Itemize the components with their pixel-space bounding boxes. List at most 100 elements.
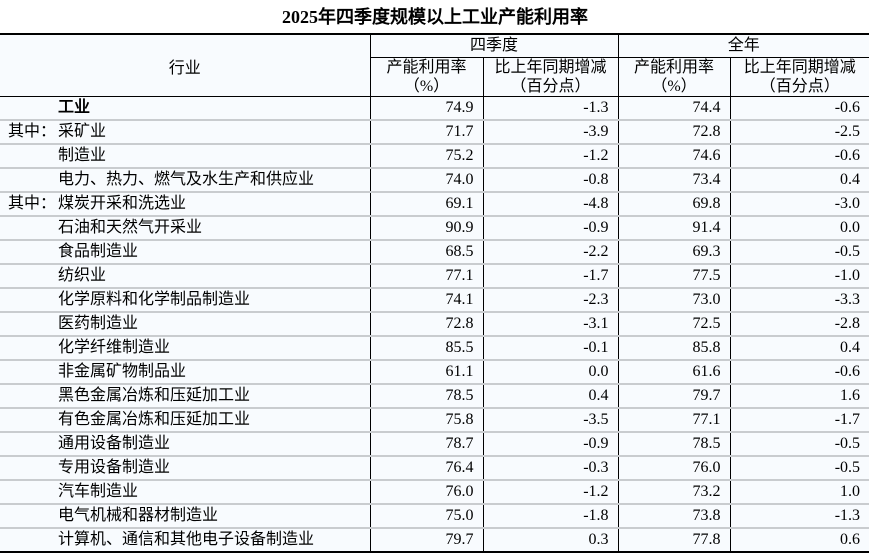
industry-name: 石油和天然气开采业	[58, 219, 203, 236]
q4-change-cell: -0.8	[482, 168, 619, 193]
fy-change-cell: -2.5	[729, 120, 870, 145]
header-q4-rate-line2: （%）	[403, 78, 450, 95]
industry-cell: 石油和天然气开采业	[0, 216, 370, 241]
industry-name: 制造业	[58, 147, 107, 164]
q4-rate-cell: 79.7	[369, 528, 483, 552]
industry-cell: 非金属矿物制品业	[0, 360, 370, 385]
header-q4-change-line2: （百分点）	[510, 78, 591, 95]
q4-rate-cell: 68.5	[369, 240, 483, 265]
q4-rate-cell: 75.0	[369, 504, 483, 529]
q4-rate-cell: 72.8	[369, 312, 483, 337]
industry-cell: 电力、热力、燃气及水生产和供应业	[0, 168, 370, 193]
q4-change-cell: 0.0	[482, 360, 619, 385]
fy-change-cell: 1.0	[729, 480, 870, 505]
q4-rate-cell: 76.0	[369, 480, 483, 505]
header-fy-rate-line1: 产能利用率	[634, 59, 715, 76]
industry-name: 煤炭开采和洗选业	[58, 195, 187, 212]
header-q4-rate: 产能利用率 （%）	[369, 57, 483, 97]
fy-change-cell: -1.7	[729, 408, 870, 433]
q4-rate-cell: 78.5	[369, 384, 483, 409]
fy-rate-cell: 73.2	[617, 480, 731, 505]
fy-rate-cell: 74.6	[617, 144, 731, 169]
table-row: 石油和天然气开采业 90.9 -0.9 91.4 0.0	[0, 216, 870, 241]
industry-name: 专用设备制造业	[58, 459, 171, 476]
q4-change-cell: -0.3	[482, 456, 619, 481]
industry-cell: 黑色金属冶炼和压延加工业	[0, 384, 370, 409]
q4-change-cell: -3.9	[482, 120, 619, 145]
industry-name: 黑色金属冶炼和压延加工业	[58, 387, 251, 404]
industry-name: 计算机、通信和其他电子设备制造业	[58, 531, 315, 548]
fy-change-cell: -0.5	[729, 456, 870, 481]
fy-change-cell: -1.3	[729, 504, 870, 529]
q4-rate-cell: 74.0	[369, 168, 483, 193]
page-title: 2025年四季度规模以上工业产能利用率	[282, 7, 588, 27]
fy-rate-cell: 73.4	[617, 168, 731, 193]
industry-cell: 电气机械和器材制造业	[0, 504, 370, 529]
fy-rate-cell: 61.6	[617, 360, 731, 385]
q4-rate-cell: 90.9	[369, 216, 483, 241]
table-row: 汽车制造业 76.0 -1.2 73.2 1.0	[0, 480, 870, 505]
industry-name: 汽车制造业	[58, 483, 139, 500]
industry-name: 化学纤维制造业	[58, 339, 171, 356]
industry-cell: 计算机、通信和其他电子设备制造业	[0, 528, 370, 552]
table-row: 非金属矿物制品业 61.1 0.0 61.6 -0.6	[0, 360, 870, 385]
fy-change-cell: -0.6	[729, 96, 870, 121]
industry-name: 有色金属冶炼和压延加工业	[58, 411, 251, 428]
industry-name: 食品制造业	[58, 243, 139, 260]
industry-name: 采矿业	[58, 123, 107, 140]
q4-change-cell: -3.1	[482, 312, 619, 337]
header-q4-change: 比上年同期增减 （百分点）	[482, 57, 619, 97]
table-row: 化学纤维制造业 85.5 -0.1 85.8 0.4	[0, 336, 870, 361]
fy-rate-cell: 79.7	[617, 384, 731, 409]
q4-change-cell: -0.1	[482, 336, 619, 361]
table-row: 专用设备制造业 76.4 -0.3 76.0 -0.5	[0, 456, 870, 481]
industry-cell: 制造业	[0, 144, 370, 169]
industry-cell: 纺织业	[0, 264, 370, 289]
q4-rate-cell: 78.7	[369, 432, 483, 457]
fy-rate-cell: 77.8	[617, 528, 731, 552]
q4-change-cell: -0.9	[482, 432, 619, 457]
header-q4-change-line1: 比上年同期增减	[494, 59, 607, 76]
q4-change-cell: -3.5	[482, 408, 619, 433]
header-fy-change-line1: 比上年同期增减	[743, 59, 856, 76]
table-header: 行业 四季度 全年 产能利用率 （%） 比上年同期增减 （百分点） 产能利用率 …	[0, 34, 870, 97]
q4-change-cell: -1.8	[482, 504, 619, 529]
fy-rate-cell: 78.5	[617, 432, 731, 457]
industry-cell: 其中： 采矿业	[0, 120, 370, 145]
industry-cell: 有色金属冶炼和压延加工业	[0, 408, 370, 433]
table-row: 计算机、通信和其他电子设备制造业 79.7 0.3 77.8 0.6	[0, 528, 870, 552]
fy-rate-cell: 69.3	[617, 240, 731, 265]
industry-name: 纺织业	[58, 267, 107, 284]
header-fy-change-line2: （百分点）	[759, 78, 840, 95]
industry-cell: 工业	[0, 96, 370, 121]
industry-name: 非金属矿物制品业	[58, 363, 187, 380]
q4-change-cell: -1.2	[482, 480, 619, 505]
fy-change-cell: 0.4	[729, 336, 870, 361]
header-fy-rate-line2: （%）	[651, 78, 697, 95]
header-group-q4: 四季度	[369, 34, 619, 58]
group-prefix-label: 其中：	[8, 123, 57, 140]
table-body: 工业 74.9 -1.3 74.4 -0.6 其中： 采矿业 71.7 -3.9 72.8 -2.5…	[0, 96, 870, 552]
fy-rate-cell: 73.0	[617, 288, 731, 313]
table-row: 化学原料和化学制品制造业 74.1 -2.3 73.0 -3.3	[0, 288, 870, 313]
fy-rate-cell: 85.8	[617, 336, 731, 361]
q4-change-cell: 0.4	[482, 384, 619, 409]
table-row: 电气机械和器材制造业 75.0 -1.8 73.8 -1.3	[0, 504, 870, 529]
industry-cell: 汽车制造业	[0, 480, 370, 505]
fy-rate-cell: 69.8	[617, 192, 731, 217]
fy-rate-cell: 91.4	[617, 216, 731, 241]
q4-rate-cell: 74.1	[369, 288, 483, 313]
q4-rate-cell: 75.2	[369, 144, 483, 169]
industry-cell: 食品制造业	[0, 240, 370, 265]
header-industry: 行业	[0, 34, 370, 97]
table-row: 有色金属冶炼和压延加工业 75.8 -3.5 77.1 -1.7	[0, 408, 870, 433]
fy-rate-cell: 76.0	[617, 456, 731, 481]
industry-name: 电力、热力、燃气及水生产和供应业	[58, 171, 315, 188]
fy-change-cell: 0.6	[729, 528, 870, 552]
industry-cell: 医药制造业	[0, 312, 370, 337]
header-fy-change: 比上年同期增减 （百分点）	[729, 57, 870, 97]
q4-rate-cell: 61.1	[369, 360, 483, 385]
fy-change-cell: -2.8	[729, 312, 870, 337]
industry-name: 工业	[58, 99, 91, 116]
